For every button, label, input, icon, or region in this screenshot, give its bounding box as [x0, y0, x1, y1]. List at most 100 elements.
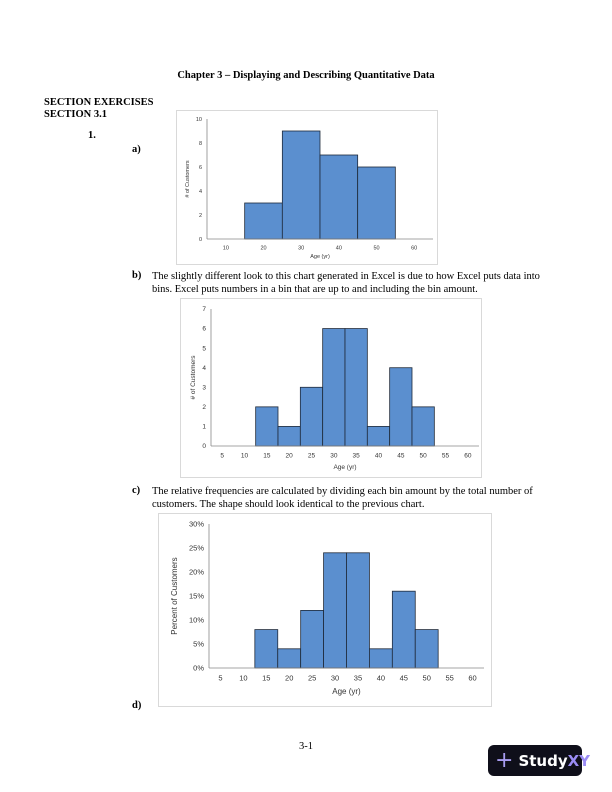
chart-c-bars — [254, 552, 439, 669]
chart-c-x-ticks: 5 10 15 20 25 30 35 40 45 50 55 60 — [218, 674, 476, 683]
chart-c-x-tick-label: 45 — [400, 674, 408, 683]
chart-c-y-ticks: 0% 5% 10% 15% 20% 25% 30% — [189, 520, 204, 673]
chart-b-bar — [389, 367, 413, 447]
chart-c-x-tick-label: 60 — [468, 674, 476, 683]
chart-a: 0 2 4 6 8 10 10 20 30 40 50 60 Age (yr) # of Custo… — [176, 110, 438, 265]
chart-a-y-tick-label: 2 — [199, 213, 202, 219]
chart-c-y-tick-label: 20% — [189, 568, 204, 577]
part-b-label: b) — [132, 270, 142, 281]
chart-b-x-tick-label: 15 — [263, 453, 271, 460]
chart-b-x-tick-label: 35 — [353, 453, 361, 460]
chart-c-y-label: Percent of Customers — [170, 557, 179, 634]
plus-icon: + — [495, 747, 514, 773]
chart-a-bars — [244, 130, 396, 240]
chart-c-bar — [414, 629, 439, 669]
chart-a-bar — [319, 154, 359, 240]
chart-a-x-tick-label: 20 — [260, 246, 266, 252]
problem-number: 1. — [88, 130, 96, 141]
chart-b-bar — [322, 328, 346, 447]
page-number: 3-1 — [299, 741, 313, 752]
chart-c-x-tick-label: 55 — [445, 674, 453, 683]
chart-c-bar — [300, 610, 324, 669]
studyxy-logo: + StudyXY — [488, 745, 590, 776]
chart-a-bar — [357, 166, 396, 240]
chart-c-y-tick-label: 15% — [189, 592, 204, 601]
chart-c-bar — [254, 629, 279, 669]
chart-c-y-tick-label: 0% — [193, 664, 204, 673]
chart-a-y-tick-label: 6 — [199, 165, 202, 171]
chart-c-x-tick-label: 30 — [331, 674, 339, 683]
page-title: Chapter 3 – Displaying and Describing Qu… — [177, 70, 435, 81]
chart-a-y-tick-label: 0 — [199, 237, 202, 243]
part-a-label: a) — [132, 144, 141, 155]
chart-c: 0% 5% 10% 15% 20% 25% 30% 5 10 15 20 25 30 35 40 45 50 5… — [158, 513, 492, 707]
chart-c-x-tick-label: 40 — [377, 674, 385, 683]
brand-text: StudyXY — [518, 752, 590, 770]
brand-accent: XY — [567, 751, 591, 770]
chart-b-bar — [255, 406, 279, 447]
chart-b-y-tick-label: 6 — [202, 326, 206, 333]
chart-b-x-ticks: 5 10 15 20 25 30 35 40 45 50 55 60 — [220, 453, 471, 460]
chart-c-y-tick-label: 25% — [189, 544, 204, 553]
chart-b-y-tick-label: 0 — [202, 443, 206, 450]
chart-b-bar — [411, 406, 435, 447]
chart-b-bar — [277, 426, 301, 447]
part-b-text: The slightly different look to this char… — [152, 271, 540, 295]
part-c-text: The relative frequencies are calculated … — [152, 486, 533, 510]
chart-b-y-tick-label: 2 — [202, 404, 206, 411]
chart-c-x-tick-label: 10 — [239, 674, 247, 683]
chart-c-x-tick-label: 5 — [218, 674, 222, 683]
chart-b-x-tick-label: 60 — [464, 453, 472, 460]
chart-a-bar — [244, 202, 283, 240]
chart-c-x-tick-label: 35 — [354, 674, 362, 683]
part-c-label: c) — [132, 485, 141, 496]
chart-b-x-tick-label: 10 — [241, 453, 249, 460]
chart-c-y-tick-label: 10% — [189, 616, 204, 625]
chart-a-y-tick-label: 8 — [199, 141, 202, 147]
chart-b-x-tick-label: 20 — [286, 453, 294, 460]
chart-b-y-tick-label: 5 — [202, 345, 206, 352]
chart-b-bars — [255, 328, 435, 447]
chart-b-x-tick-label: 30 — [330, 453, 338, 460]
chart-a-x-tick-label: 50 — [373, 246, 379, 252]
chart-c-x-tick-label: 20 — [285, 674, 293, 683]
chart-c-svg: 0%5%10%15%20%25%30% 5 10 15 20 25 30 35 40 45 50 5… — [170, 520, 484, 696]
chart-a-x-label: Age (yr) — [310, 254, 330, 260]
chart-c-x-tick-label: 15 — [262, 674, 270, 683]
chart-c-y-tick-label: 5% — [193, 640, 204, 649]
chart-a-y-tick-label: 4 — [199, 189, 202, 195]
chart-c-bar — [277, 648, 302, 669]
chart-b-y-tick-label: 1 — [202, 424, 206, 431]
chart-b-bar — [344, 328, 368, 447]
chart-c-y-tick-label: 30% — [189, 520, 204, 529]
chart-b-x-tick-label: 40 — [375, 453, 383, 460]
chart-a-x-tick-label: 30 — [298, 246, 304, 252]
chart-b-x-tick-label: 25 — [308, 453, 316, 460]
chart-b-bar — [366, 426, 391, 447]
chart-c-x-tick-label: 25 — [308, 674, 316, 683]
chart-a-y-tick-label: 10 — [196, 117, 202, 123]
chart-c-bar — [323, 552, 347, 669]
chart-a-y-ticks: 0 2 4 6 8 10 — [196, 117, 202, 243]
section-exercises-heading: SECTION EXERCISES — [44, 97, 154, 108]
chart-a-y-label: # of Customers — [185, 160, 191, 198]
chart-a-x-ticks: 10 20 30 40 50 60 — [223, 246, 417, 252]
chart-c-bar — [369, 648, 393, 669]
chart-b-x-tick-label: 55 — [442, 453, 450, 460]
chart-a-bar — [281, 130, 321, 240]
chart-c-x-tick-label: 50 — [423, 674, 431, 683]
chart-a-x-tick-label: 10 — [223, 246, 229, 252]
chart-b-bar — [299, 386, 324, 447]
chart-b-x-label: Age (yr) — [333, 464, 356, 471]
chart-b-x-tick-label: 5 — [220, 453, 224, 460]
part-d-label: d) — [132, 700, 142, 711]
chart-a-x-tick-label: 40 — [336, 246, 342, 252]
chart-c-x-label: Age (yr) — [332, 687, 361, 696]
chart-b-y-tick-label: 3 — [202, 384, 206, 391]
chart-c-bar — [391, 590, 416, 669]
chart-b-x-tick-label: 45 — [397, 453, 405, 460]
chart-b-y-ticks: 0 1 2 3 4 5 6 7 — [202, 306, 206, 450]
chart-b-y-tick-label: 7 — [202, 306, 206, 313]
